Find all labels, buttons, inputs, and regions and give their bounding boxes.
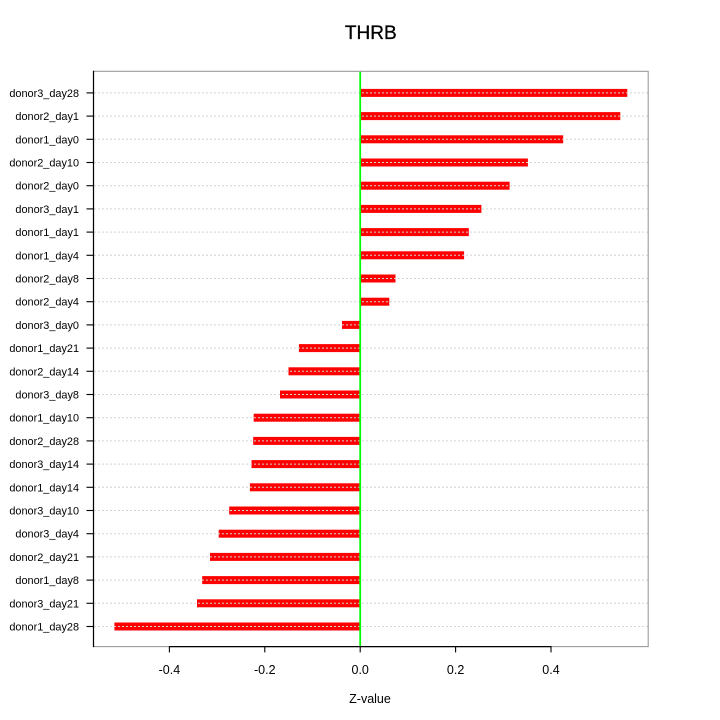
svg-text:donor3_day0: donor3_day0	[15, 320, 79, 332]
svg-text:donor2_day28: donor2_day28	[9, 436, 79, 448]
svg-text:donor3_day8: donor3_day8	[15, 390, 79, 402]
svg-text:donor1_day4: donor1_day4	[15, 250, 79, 262]
svg-text:0.0: 0.0	[352, 663, 369, 677]
svg-text:donor1_day10: donor1_day10	[9, 413, 79, 425]
svg-text:-0.2: -0.2	[254, 663, 276, 677]
svg-text:donor3_day1: donor3_day1	[15, 204, 79, 216]
svg-text:donor2_day0: donor2_day0	[15, 181, 79, 193]
svg-text:0.2: 0.2	[447, 663, 464, 677]
svg-text:donor1_day0: donor1_day0	[15, 134, 79, 146]
svg-text:donor3_day4: donor3_day4	[15, 529, 79, 541]
svg-text:donor3_day28: donor3_day28	[9, 88, 79, 100]
svg-text:0.4: 0.4	[542, 663, 559, 677]
svg-text:-0.4: -0.4	[159, 663, 181, 677]
svg-text:donor2_day4: donor2_day4	[15, 297, 79, 309]
svg-text:donor3_day21: donor3_day21	[9, 598, 79, 610]
svg-text:donor3_day14: donor3_day14	[9, 459, 79, 471]
svg-text:donor1_day14: donor1_day14	[9, 482, 79, 494]
svg-text:THRB: THRB	[345, 23, 397, 44]
svg-text:Z-value: Z-value	[349, 692, 391, 706]
svg-text:donor1_day21: donor1_day21	[9, 343, 79, 355]
svg-text:donor3_day10: donor3_day10	[9, 506, 79, 518]
svg-text:donor2_day21: donor2_day21	[9, 552, 79, 564]
svg-text:donor1_day8: donor1_day8	[15, 575, 79, 587]
svg-text:donor2_day14: donor2_day14	[9, 366, 79, 378]
svg-text:donor2_day8: donor2_day8	[15, 274, 79, 286]
svg-text:donor1_day28: donor1_day28	[9, 622, 79, 634]
svg-text:donor2_day1: donor2_day1	[15, 111, 79, 123]
svg-text:donor2_day10: donor2_day10	[9, 158, 79, 170]
svg-text:donor1_day1: donor1_day1	[15, 227, 79, 239]
